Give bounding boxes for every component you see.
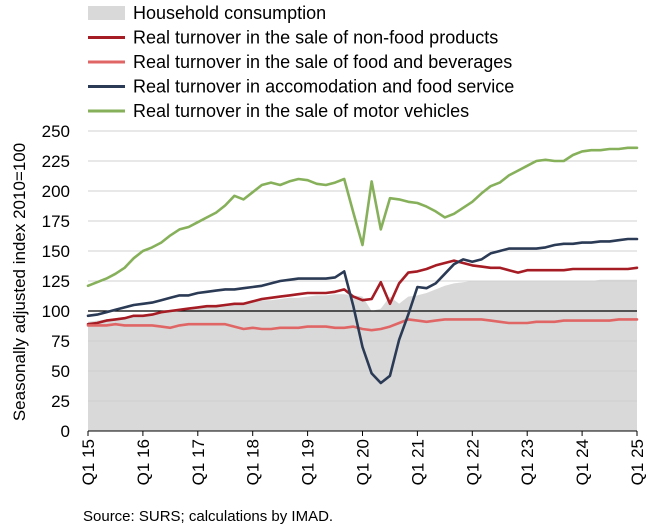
legend: Household consumption Real turnover in th… — [88, 3, 514, 121]
x-tick-label: Q1 18 — [244, 439, 263, 485]
series-area-household-consumption — [88, 279, 637, 431]
series-line-food-beverages — [86, 318, 639, 332]
x-tick-label: Q1 23 — [518, 439, 537, 485]
source-note: Source: SURS; calculations by IMAD. — [83, 508, 334, 525]
series-line-non-food — [86, 259, 639, 326]
legend-label: Real turnover in the sale of motor vehic… — [133, 101, 469, 121]
x-tick-label: Q1 21 — [408, 439, 427, 485]
y-tick-label: 100 — [42, 302, 70, 321]
x-tick-label: Q1 25 — [628, 439, 647, 485]
legend-swatch-household-consumption — [88, 6, 125, 20]
y-axis: 0 25 50 75 100 125 150 175 200 225 250 — [42, 122, 70, 441]
y-tick-label: 125 — [42, 272, 70, 291]
legend-label: Real turnover in accomodation and food s… — [133, 77, 514, 97]
y-tick-label: 75 — [51, 332, 70, 351]
series-line-motor-vehicles — [86, 146, 639, 288]
plot-area — [86, 130, 639, 431]
x-tick-label: Q1 24 — [573, 439, 592, 485]
x-tick-label: Q1 15 — [79, 439, 98, 485]
x-tick-label: Q1 19 — [299, 439, 318, 485]
y-axis-label: Seasonally adjusted index 2010=100 — [10, 143, 29, 421]
series-line-accommodation-food-service — [86, 237, 639, 385]
y-tick-label: 25 — [51, 392, 70, 411]
x-tick-label: Q1 16 — [134, 439, 153, 485]
y-tick-label: 150 — [42, 242, 70, 261]
legend-label: Real turnover in the sale of non-food pr… — [133, 28, 498, 48]
legend-label: Household consumption — [133, 3, 326, 23]
legend-label: Real turnover in the sale of food and be… — [133, 52, 512, 72]
x-tick-label: Q1 17 — [189, 439, 208, 485]
y-tick-label: 50 — [51, 362, 70, 381]
x-tick-label: Q1 20 — [354, 439, 373, 485]
y-tick-label: 175 — [42, 212, 70, 231]
y-tick-label: 200 — [42, 182, 70, 201]
y-tick-label: 0 — [61, 422, 70, 441]
x-tick-label: Q1 22 — [463, 439, 482, 485]
y-tick-label: 225 — [42, 152, 70, 171]
x-axis: Q1 15 Q1 16 Q1 17 Q1 18 Q1 19 Q1 20 Q1 21 Q1 22… — [79, 430, 647, 485]
y-tick-label: 250 — [42, 122, 70, 141]
